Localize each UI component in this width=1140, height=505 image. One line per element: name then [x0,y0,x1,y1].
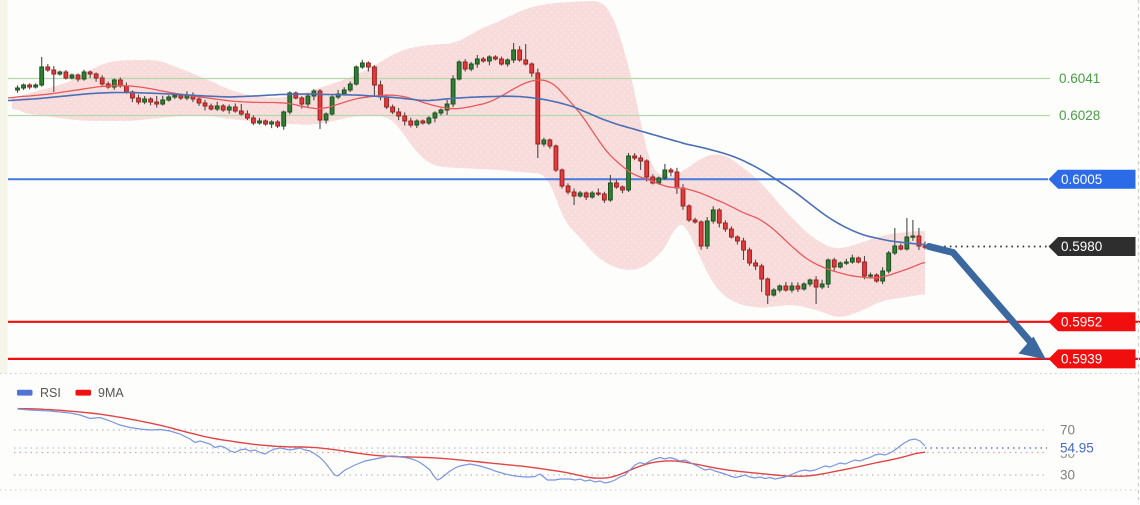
svg-text:0.6005: 0.6005 [1061,172,1102,187]
svg-text:0.6028: 0.6028 [1059,108,1100,123]
svg-text:0.6041: 0.6041 [1059,71,1100,86]
svg-text:0.5980: 0.5980 [1061,239,1102,254]
svg-text:RSI: RSI [40,386,61,400]
svg-text:0.5952: 0.5952 [1061,315,1102,330]
svg-text:9MA: 9MA [98,386,124,400]
svg-text:70: 70 [1060,423,1075,438]
svg-text:30: 30 [1060,468,1075,483]
svg-text:54.95: 54.95 [1060,441,1094,456]
svg-text:0.5939: 0.5939 [1061,352,1102,367]
